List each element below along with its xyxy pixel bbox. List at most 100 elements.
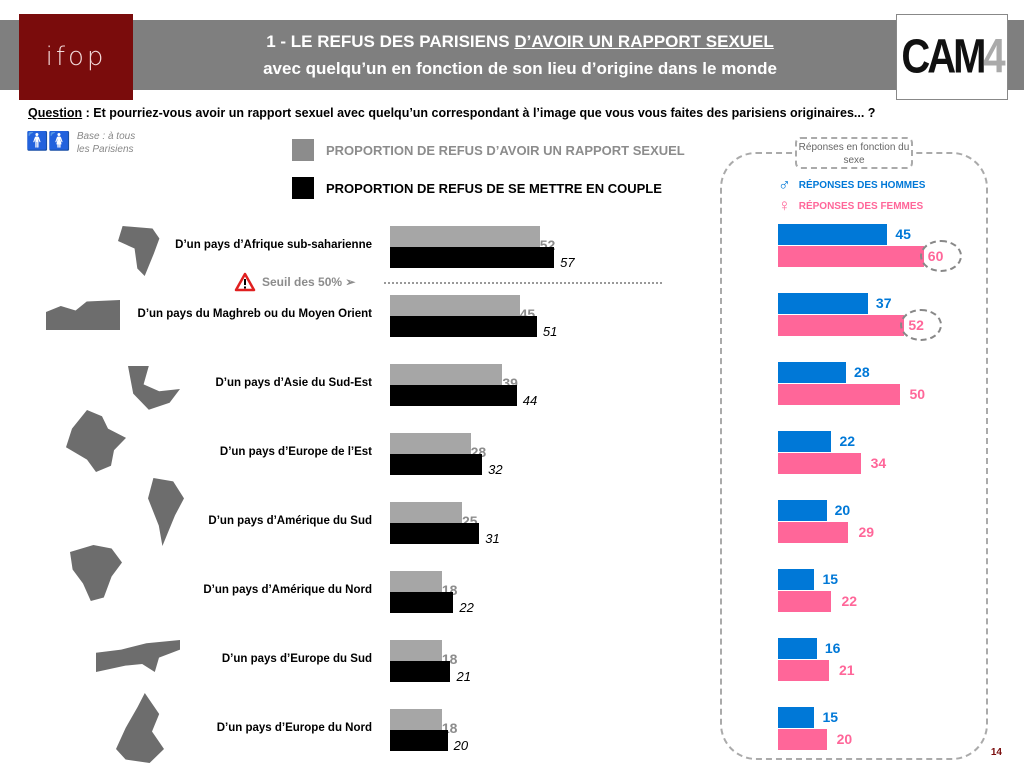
northern-europe-map-icon bbox=[116, 693, 164, 763]
legend-swatch-black bbox=[292, 177, 314, 199]
threshold-label: Seuil des 50% ➢ bbox=[262, 275, 356, 289]
cam4-logo: CAM4 bbox=[896, 14, 1008, 100]
bar-refus-couple bbox=[390, 454, 483, 475]
category-label: D’un pays d’Europe de l’Est bbox=[219, 446, 372, 458]
category-label: D’un pays du Maghreb ou du Moyen Orient bbox=[137, 308, 372, 320]
data-label: 16 bbox=[824, 640, 841, 656]
bar-refus-couple bbox=[390, 592, 454, 613]
maghreb-middle-east-map-icon bbox=[46, 300, 120, 330]
page-number: 14 bbox=[990, 747, 1002, 758]
male-symbol-icon: ♂ bbox=[778, 175, 791, 194]
question-text: : Et pourriez-vous avoir un rapport sexu… bbox=[82, 106, 876, 120]
threshold-annotation: Seuil des 50% ➢ bbox=[234, 272, 355, 292]
threshold-line bbox=[384, 282, 662, 284]
data-label: 28 bbox=[854, 364, 870, 380]
data-label: 51 bbox=[542, 324, 558, 339]
ifop-logo-text: ifop bbox=[45, 42, 107, 72]
data-label: 29 bbox=[858, 524, 875, 540]
bar-men bbox=[778, 431, 832, 452]
bar-women bbox=[778, 246, 924, 267]
bar-refus-couple bbox=[390, 523, 480, 544]
legend-label: PROPORTION DE REFUS DE SE METTRE EN COUP… bbox=[326, 180, 662, 196]
data-label: 22 bbox=[841, 593, 858, 609]
data-label: 45 bbox=[895, 226, 911, 242]
legend-item-sexual: PROPORTION DE REFUS D’AVOIR UN RAPPORT S… bbox=[292, 139, 685, 161]
bar-men bbox=[778, 638, 817, 659]
bar-men bbox=[778, 362, 847, 383]
highlight-circle bbox=[919, 240, 962, 272]
bar-refus-couple bbox=[390, 247, 555, 268]
legend-swatch-gray bbox=[292, 139, 314, 161]
south-america-map-icon bbox=[148, 478, 184, 546]
category-label: D’un pays d’Afrique sub-saharienne bbox=[175, 239, 372, 251]
category-label: D’un pays d’Asie du Sud-Est bbox=[215, 377, 372, 389]
data-label: 20 bbox=[453, 738, 469, 753]
bar-refus-rapport bbox=[390, 295, 520, 316]
data-label: 15 bbox=[822, 571, 839, 587]
bar-women bbox=[778, 729, 827, 750]
bar-refus-couple bbox=[390, 730, 448, 751]
gender-panel-title: Réponses en fonction du sexe bbox=[795, 137, 913, 169]
data-label: 34 bbox=[870, 455, 887, 471]
ifop-logo: ifop bbox=[19, 14, 133, 100]
data-label: 22 bbox=[839, 433, 856, 449]
title-prefix: 1 - LE REFUS DES PARISIENS bbox=[266, 32, 515, 51]
data-label: 21 bbox=[839, 662, 855, 678]
bar-men bbox=[778, 707, 815, 728]
title-line-1: 1 - LE REFUS DES PARISIENS D’AVOIR UN RA… bbox=[150, 28, 890, 55]
bar-men bbox=[778, 224, 888, 245]
cam4-logo-main: CAM bbox=[901, 29, 986, 83]
data-label: 22 bbox=[459, 600, 474, 615]
category-label: D’un pays d’Amérique du Nord bbox=[203, 584, 372, 596]
legend-label: PROPORTION DE REFUS D’AVOIR UN RAPPORT S… bbox=[326, 142, 685, 158]
page-subtitle: avec quelqu’un en fonction de son lieu d… bbox=[263, 59, 777, 78]
female-symbol-icon: ♀ bbox=[778, 196, 791, 215]
question-label: Question bbox=[28, 106, 83, 120]
data-label: 50 bbox=[909, 386, 926, 402]
eastern-europe-map-icon bbox=[66, 410, 126, 472]
title-underlined: D’AVOIR UN RAPPORT SEXUEL bbox=[514, 32, 774, 51]
data-label: 20 bbox=[834, 502, 851, 518]
legend-label: RÉPONSES DES FEMMES bbox=[798, 200, 924, 212]
legend-label: RÉPONSES DES HOMMES bbox=[798, 179, 926, 191]
data-label: 21 bbox=[456, 669, 471, 684]
category-label: D’un pays d’Europe du Nord bbox=[216, 722, 372, 734]
bar-refus-couple bbox=[390, 316, 537, 337]
question: Question : Et pourriez-vous avoir un rap… bbox=[28, 106, 875, 120]
data-label: 37 bbox=[875, 295, 892, 311]
page-title: 1 - LE REFUS DES PARISIENS D’AVOIR UN RA… bbox=[150, 28, 890, 82]
bar-men bbox=[778, 293, 868, 314]
bar-women bbox=[778, 315, 905, 336]
highlight-circle bbox=[900, 309, 943, 341]
bar-men bbox=[778, 569, 815, 590]
bar-refus-rapport bbox=[390, 640, 442, 661]
bar-women bbox=[778, 522, 849, 543]
legend-item-women: ♀ RÉPONSES DES FEMMES bbox=[778, 196, 923, 216]
data-label: 20 bbox=[836, 731, 853, 747]
southeast-asia-map-icon bbox=[128, 366, 180, 410]
warning-triangle-icon bbox=[234, 272, 256, 292]
cam4-logo-accent: 4 bbox=[983, 29, 1005, 83]
bar-women bbox=[778, 453, 861, 474]
bar-women bbox=[778, 591, 832, 612]
bar-men bbox=[778, 500, 827, 521]
base-note: 🚹🚺 Base : à tous les Parisiens bbox=[26, 130, 147, 156]
africa-map-icon bbox=[118, 226, 160, 276]
data-label: 57 bbox=[560, 255, 575, 270]
data-label: 44 bbox=[522, 393, 538, 408]
bar-refus-couple bbox=[390, 385, 517, 406]
bar-women bbox=[778, 384, 900, 405]
data-label: 31 bbox=[485, 531, 500, 546]
category-label: D’un pays d’Amérique du Sud bbox=[208, 515, 372, 527]
legend-item-couple: PROPORTION DE REFUS DE SE METTRE EN COUP… bbox=[292, 177, 662, 199]
southern-europe-map-icon bbox=[96, 640, 180, 672]
bar-refus-rapport bbox=[390, 433, 471, 454]
base-text: Base : à tous les Parisiens bbox=[76, 131, 136, 155]
header-band bbox=[0, 20, 1024, 90]
data-label: 32 bbox=[488, 462, 503, 477]
data-label: 15 bbox=[822, 709, 839, 725]
bar-refus-rapport bbox=[390, 502, 462, 523]
man-woman-icon: 🚹🚺 bbox=[26, 131, 71, 151]
bar-refus-rapport bbox=[390, 226, 540, 247]
bar-women bbox=[778, 660, 830, 681]
